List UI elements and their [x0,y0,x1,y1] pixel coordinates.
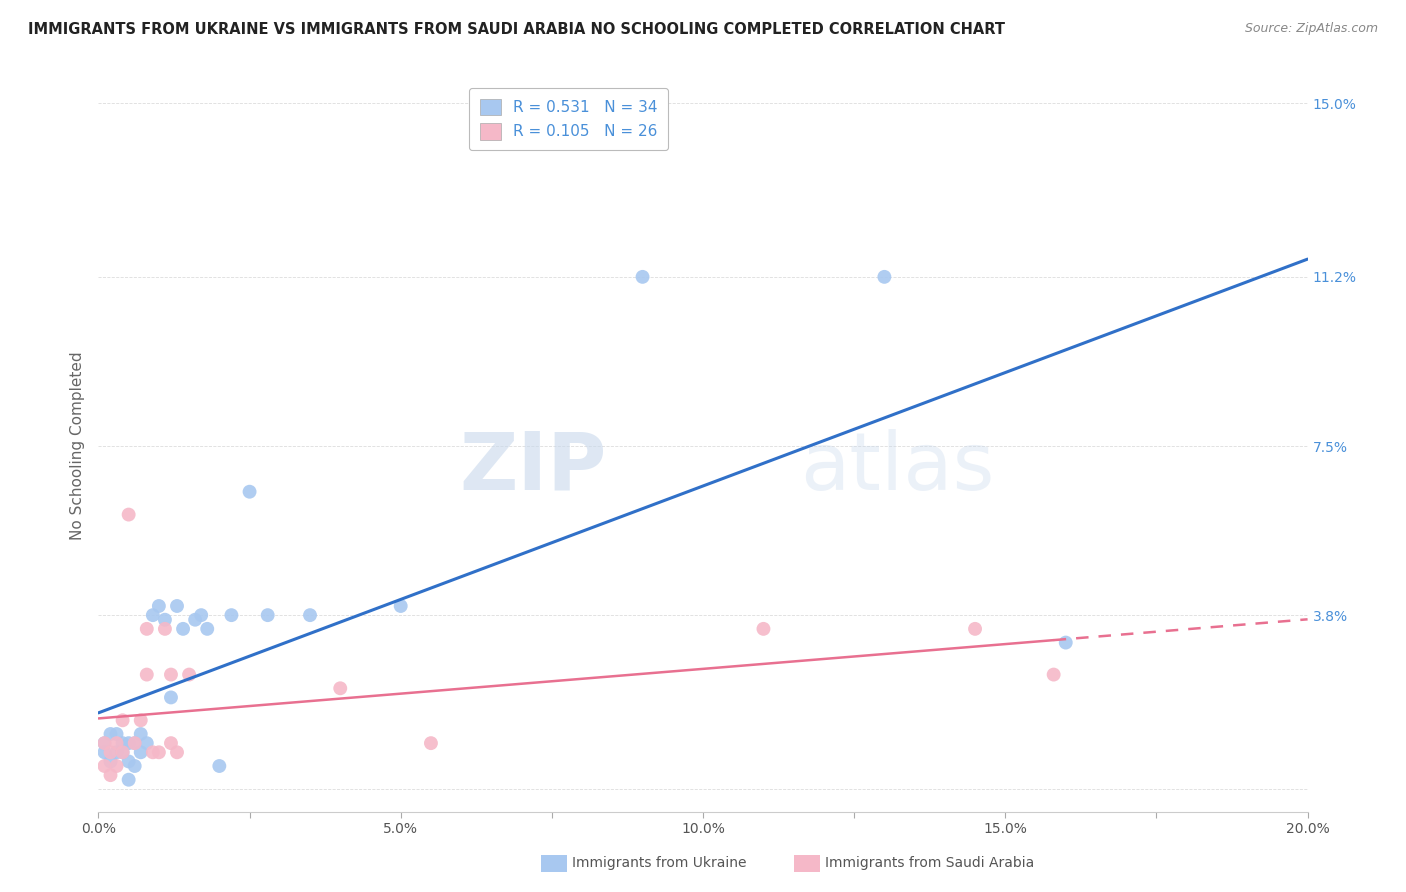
Text: ZIP: ZIP [458,429,606,507]
Point [208,759,231,773]
Point [329,681,352,696]
Point [160,667,183,681]
Point [239,484,262,499]
Point [148,745,170,759]
Legend: R = 0.531   N = 34, R = 0.105   N = 26: R = 0.531 N = 34, R = 0.105 N = 26 [468,88,668,150]
Point [105,736,128,750]
Point [111,714,134,728]
Point [111,745,134,759]
Point [111,745,134,759]
Point [172,622,194,636]
Point [166,599,188,613]
Point [142,608,165,623]
Point [166,745,188,759]
Point [118,508,141,522]
Y-axis label: No Schooling Completed: No Schooling Completed [69,351,84,541]
Point [118,755,141,769]
Point [93,736,115,750]
Point [389,599,412,613]
Point [631,269,654,284]
Point [1042,667,1064,681]
Text: Immigrants from Ukraine: Immigrants from Ukraine [572,856,747,871]
Point [100,745,122,759]
Point [299,608,322,623]
Point [93,736,115,750]
Point [153,622,176,636]
Point [129,714,152,728]
Point [1054,635,1077,649]
Text: Source: ZipAtlas.com: Source: ZipAtlas.com [1244,22,1378,36]
Point [135,667,157,681]
Point [965,622,987,636]
Point [100,755,122,769]
Point [93,745,115,759]
Point [195,622,218,636]
Point [142,745,165,759]
Text: atlas: atlas [800,429,994,507]
Point [111,736,134,750]
Point [873,269,896,284]
Point [124,736,146,750]
Point [124,736,146,750]
Point [256,608,278,623]
Point [124,759,146,773]
Point [184,613,207,627]
Point [148,599,170,613]
Point [93,759,115,773]
Point [118,736,141,750]
Point [160,690,183,705]
Point [420,736,443,750]
Point [160,736,183,750]
Point [105,759,128,773]
Point [100,727,122,741]
Point [129,727,152,741]
Point [135,736,157,750]
Point [179,667,201,681]
Point [221,608,243,623]
Point [752,622,775,636]
Point [153,613,176,627]
Text: IMMIGRANTS FROM UKRAINE VS IMMIGRANTS FROM SAUDI ARABIA NO SCHOOLING COMPLETED C: IMMIGRANTS FROM UKRAINE VS IMMIGRANTS FR… [28,22,1005,37]
Point [129,745,152,759]
Text: Immigrants from Saudi Arabia: Immigrants from Saudi Arabia [825,856,1035,871]
Point [105,727,128,741]
Point [190,608,212,623]
Point [135,622,157,636]
Point [105,745,128,759]
Point [118,772,141,787]
Point [100,768,122,782]
